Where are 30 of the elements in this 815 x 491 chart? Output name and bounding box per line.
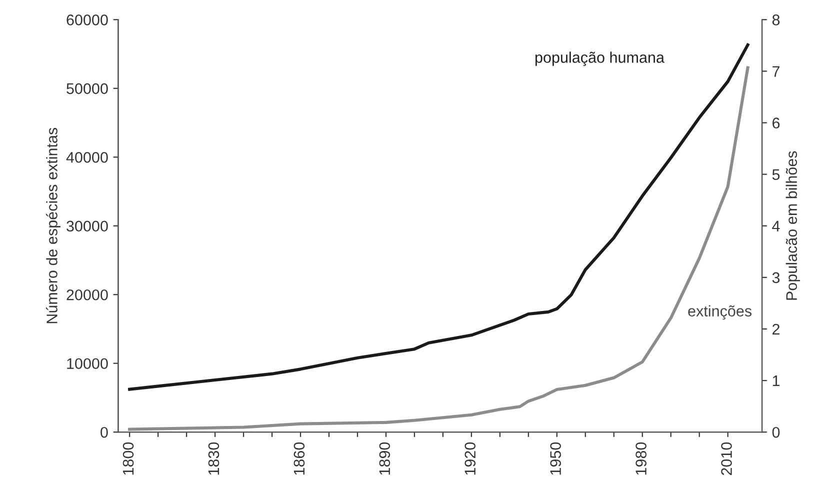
- x-tick-label: 1920: [464, 442, 476, 475]
- y2-tick-label: 3: [772, 272, 780, 284]
- y-axis-title: Número de espécies extintas: [46, 128, 60, 324]
- y2-tick-label: 4: [772, 220, 780, 232]
- line-series: [128, 66, 750, 431]
- y-tick-label: 0: [100, 426, 108, 438]
- y2-tick-label: 6: [772, 118, 780, 128]
- y2-axis-title: Populacão em bilhões: [786, 151, 800, 300]
- x-tick-label: 1860: [294, 442, 305, 475]
- y2-tick-label: 5: [772, 169, 780, 180]
- y-tick-label: 30000: [66, 220, 108, 232]
- y-tick-label: 50000: [66, 83, 108, 94]
- y-tick-label: 40000: [66, 152, 108, 163]
- x-tick-label: 1980: [636, 442, 646, 475]
- x-tick-label: 1890: [379, 442, 390, 475]
- text: população humana: [535, 52, 664, 66]
- x-tick-label: 2010: [721, 442, 732, 476]
- y2-tick-label: 7: [772, 66, 780, 77]
- y2-tick-label: 1: [772, 376, 780, 386]
- line-series: [128, 43, 750, 391]
- y2-tick-label: 2: [772, 324, 780, 335]
- y2-tick-label: 8: [772, 14, 780, 26]
- y-tick-label: 60000: [66, 14, 108, 26]
- x-tick-label: 1950: [550, 442, 562, 475]
- x-tick-label: 1830: [208, 442, 220, 475]
- x-tick-label: 1800: [122, 442, 134, 475]
- series-label: extinções: [688, 305, 752, 320]
- y-tick-label: 20000: [66, 289, 108, 300]
- y2-tick-label: 0: [772, 426, 780, 438]
- y-tick-label: 10000: [67, 358, 108, 370]
